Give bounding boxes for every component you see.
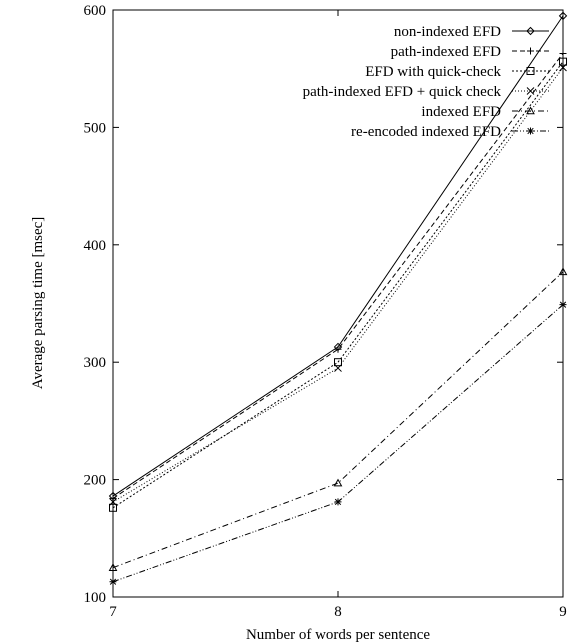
legend-label: re-encoded indexed EFD	[351, 124, 501, 140]
data-point	[334, 498, 342, 506]
y-axis-ticks: 100 200 300 400 500 600	[84, 3, 563, 606]
data-point	[109, 578, 117, 586]
y-tick-label: 500	[84, 120, 107, 136]
y-tick-label: 400	[84, 238, 107, 254]
legend-label: non-indexed EFD	[394, 24, 501, 40]
series-line	[112, 271, 564, 569]
data-point	[559, 63, 567, 72]
legend-marker	[527, 127, 534, 135]
data-point	[334, 358, 342, 367]
data-point	[334, 364, 342, 372]
data-point	[108, 563, 118, 571]
y-axis-label: Average parsing time [msec]	[30, 217, 46, 390]
data-point	[558, 11, 568, 21]
data-point	[334, 345, 342, 353]
data-point	[109, 498, 117, 506]
data-point	[109, 494, 117, 502]
series-markers	[108, 11, 568, 586]
data-point	[559, 49, 567, 57]
legend-marker	[526, 26, 535, 36]
legend-label: path-indexed EFD	[391, 44, 502, 60]
x-tick-label: 7	[109, 604, 117, 620]
x-axis-label: Number of words per sentence	[246, 627, 430, 643]
legend-marker	[527, 47, 534, 55]
x-axis-ticks: 7 8 9	[109, 10, 567, 620]
legend-marker	[526, 87, 535, 95]
data-point	[559, 57, 567, 66]
legend: non-indexed EFD path-indexed EFD EFD with …	[303, 24, 549, 140]
legend-marker	[526, 106, 535, 115]
series-line	[112, 53, 564, 499]
y-tick-label: 300	[84, 355, 107, 371]
y-tick-label: 600	[84, 3, 107, 19]
legend-marker	[526, 67, 535, 75]
legend-label: EFD with quick-check	[365, 64, 501, 80]
series-lines	[112, 15, 564, 583]
data-point	[559, 301, 567, 309]
legend-label: indexed EFD	[421, 104, 501, 120]
series-line	[112, 61, 564, 509]
legend-label: path-indexed EFD + quick check	[303, 84, 502, 100]
y-tick-label: 200	[84, 473, 107, 489]
x-tick-label: 8	[334, 604, 342, 620]
data-point	[109, 503, 117, 512]
data-point	[333, 478, 343, 487]
y-tick-label: 100	[84, 590, 107, 606]
x-tick-label: 9	[559, 604, 567, 620]
data-point	[558, 267, 568, 276]
